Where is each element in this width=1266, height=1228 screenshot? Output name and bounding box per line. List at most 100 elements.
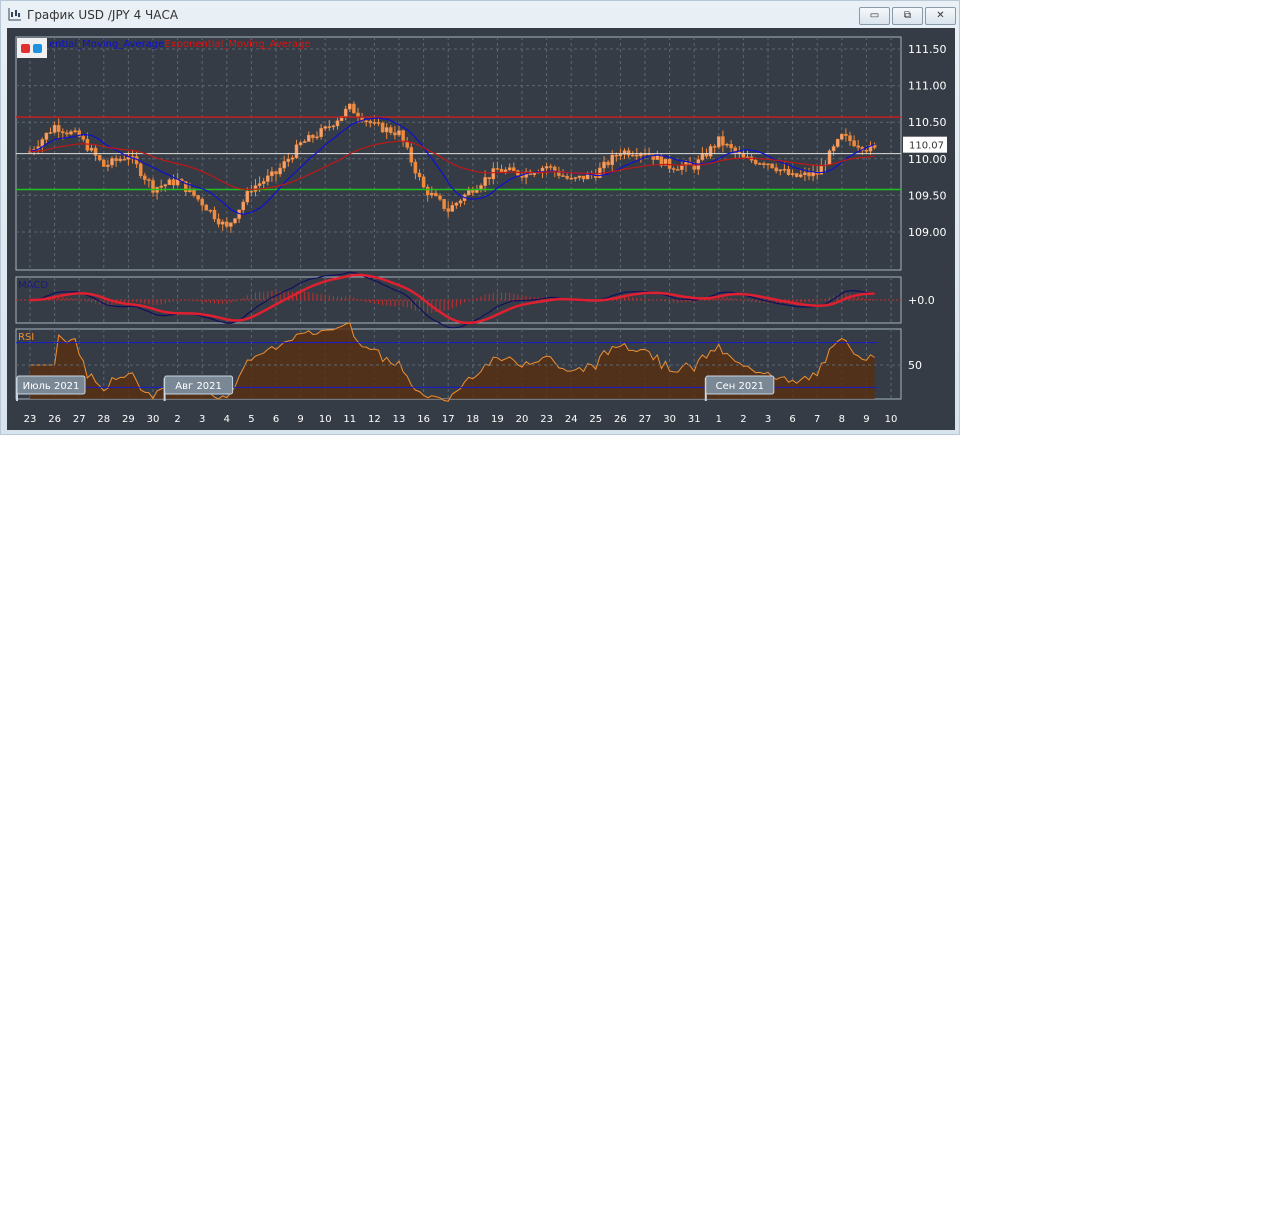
candle-body [389,127,393,133]
x-tick-label: 26 [614,414,627,425]
red-square-icon [21,44,30,53]
x-tick-label: 4 [224,414,230,425]
candle-body [282,161,286,169]
candle-body [348,103,352,110]
candle-body [372,122,377,124]
chart-window: График USD /JPY 4 ЧАСА ▭ ⧉ ✕ 23 26 27 28 29 3… [0,0,960,435]
candle-body [544,166,549,169]
x-tick-label: 30 [147,414,160,425]
restore-button[interactable]: ⧉ [892,7,923,25]
chart-area[interactable]: 23 26 27 28 29 30 2 3 4 5 6 9 10 11 12 13 16 17 18 19 20 23 24… [7,28,955,430]
candle-body [762,163,766,166]
candle-body [594,174,598,178]
candle-body [766,163,770,166]
chart-svg[interactable]: 23 26 27 28 29 30 2 3 4 5 6 9 10 11 12 13 16 17 18 19 20 23 24… [7,28,955,430]
close-button[interactable]: ✕ [925,7,956,25]
candle-body [774,167,778,172]
candle-body [573,177,578,179]
candle-body [671,168,676,170]
candle-body [298,142,303,145]
candle-body [565,175,569,179]
candle-body [69,131,73,135]
candle-body [151,180,155,193]
candle-body [430,192,434,196]
candle-body [184,181,188,193]
candle-body [569,178,573,180]
candle-body [794,173,799,177]
macd-y-tick: +0.0 [908,294,935,307]
candle-body [450,205,455,212]
candle-body [471,190,475,193]
month-label-box [16,375,86,395]
x-tick-label: 1 [716,414,722,425]
candle-body [483,177,487,186]
candle-body [778,169,783,172]
candle-body [708,146,713,157]
candle-body [52,125,57,133]
candle-body [143,175,147,180]
candle-body [618,154,623,157]
candle-body [331,125,336,128]
candle-body [167,179,172,185]
candle-body [384,127,389,133]
candle-body [725,144,729,146]
candle-body [844,133,848,136]
month-label: Авг 2021 [175,381,222,392]
candle-body [229,222,233,227]
candle-body [368,120,373,124]
x-tick-label: 27 [73,414,86,425]
candle-body [274,171,278,175]
candle-body [220,221,225,225]
candle-body [610,154,614,166]
candle-body [85,139,90,151]
current-price-box [903,136,947,153]
candle-body [512,167,516,171]
candle-body [405,141,409,148]
candle-body [241,201,245,211]
macd-title: MACD [18,280,48,291]
candle-body [200,198,204,206]
x-tick-label: 3 [765,414,771,425]
candle-body [44,132,49,140]
month-label-box [705,375,775,395]
candle-body [758,163,762,165]
candle-body [393,132,397,136]
minimize-button[interactable]: ▭ [859,7,890,25]
candle-body [97,155,102,161]
candle-body [606,161,610,166]
candle-body [581,175,586,180]
blue-square-icon [33,44,42,53]
candle-body [233,218,237,224]
macd-signal-line [29,273,875,325]
candle-body [93,147,98,156]
candle-body [491,168,496,180]
candle-body [848,135,852,142]
candle-body [311,134,315,139]
candle-body [114,158,118,161]
rsi-area [30,322,875,402]
x-tick-label: 26 [48,414,61,425]
candle-body [380,122,385,133]
candle-body [712,146,717,148]
x-tick-label: 31 [688,414,701,425]
candle-body [651,154,655,160]
candle-body [799,174,803,177]
candle-body [48,132,53,134]
x-tick-label: 29 [122,414,135,425]
macd-line [29,271,875,329]
candle-body [717,136,721,148]
ma-legend-text: ential_Moving_AverageExponential_Moving_… [49,39,311,50]
candle-body [409,147,414,163]
candle-body [401,130,405,142]
candle-body [73,130,77,132]
x-tick-label: 19 [491,414,504,425]
candle-body [753,160,758,164]
candle-body [315,136,319,139]
candle-body [434,192,438,197]
candle-body [868,145,873,152]
candle-body [397,130,401,136]
x-tick-label: 13 [393,414,406,425]
x-tick-label: 3 [199,414,205,425]
indicator-legend[interactable] [17,38,47,58]
candle-body [270,171,274,177]
